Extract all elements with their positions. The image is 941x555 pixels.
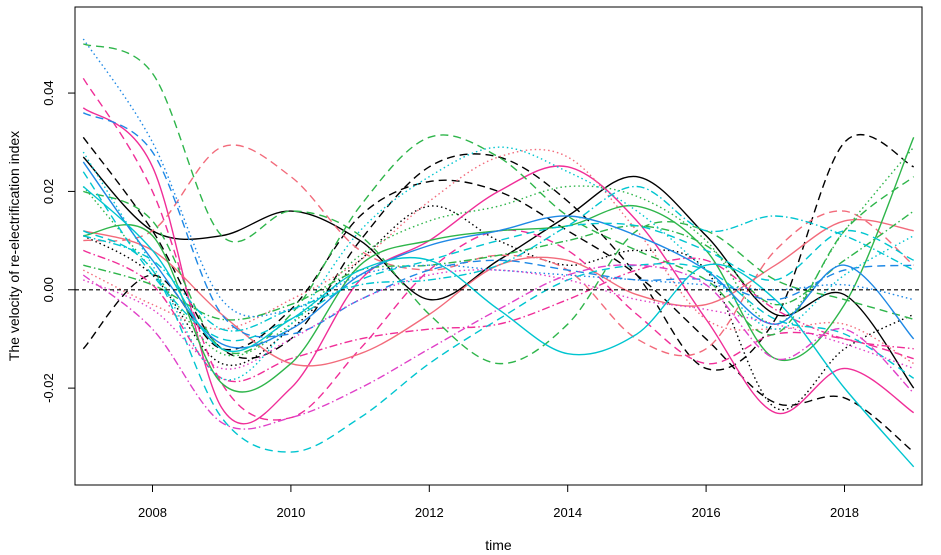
- y-tick-label: -0.02: [41, 373, 56, 403]
- x-tick-label: 2018: [830, 505, 859, 520]
- series-line-25: [83, 269, 914, 370]
- series-line-16: [82, 161, 915, 349]
- y-tick-label: 0.04: [41, 80, 56, 105]
- x-tick-label: 2010: [276, 505, 305, 520]
- series-line-22: [82, 146, 915, 381]
- series-line-5: [82, 107, 915, 425]
- y-tick-label: 0.00: [41, 277, 56, 302]
- series-line-13: [83, 134, 915, 355]
- x-tick-label: 2012: [415, 505, 444, 520]
- series-line-8: [83, 218, 914, 367]
- series-line-2: [82, 179, 915, 453]
- series-line-15: [83, 210, 915, 321]
- x-tick-label: 2014: [553, 505, 582, 520]
- series-line-4: [82, 205, 915, 411]
- x-axis: 2008 2010 2012 2014 2016 2018: [138, 485, 859, 520]
- x-axis-title: time: [485, 537, 512, 553]
- series-line-7: [82, 77, 914, 421]
- y-axis: -0.02 0.00 0.02 0.04: [41, 80, 75, 403]
- series-line-3: [82, 134, 915, 371]
- x-tick-label: 2016: [692, 505, 721, 520]
- series-line-17: [82, 112, 914, 338]
- series-layer: [82, 38, 915, 468]
- series-line-23: [82, 171, 914, 342]
- series-line-19: [82, 185, 915, 468]
- y-tick-label: 0.02: [41, 179, 56, 204]
- x-tick-label: 2008: [138, 505, 167, 520]
- series-line-24: [82, 264, 915, 430]
- y-axis-title: The velocity of re-electrification index: [6, 131, 22, 361]
- series-line-18: [82, 38, 914, 318]
- plot-frame: [74, 6, 923, 486]
- series-line-20: [82, 230, 915, 453]
